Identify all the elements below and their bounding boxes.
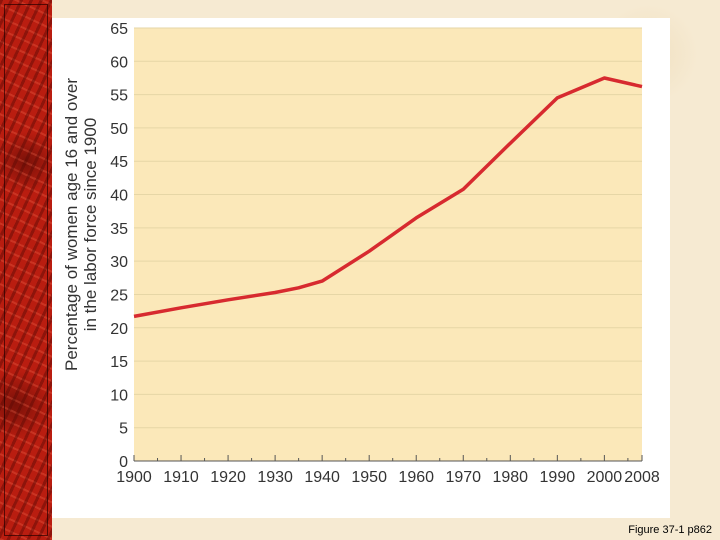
figure-caption: Figure 37-1 p862: [628, 524, 712, 536]
x-tick-label: 1900: [116, 469, 152, 486]
y-tick-label: 20: [110, 321, 128, 338]
y-tick-label: 55: [110, 88, 128, 105]
y-axis-label-line: in the labor force since 1900: [81, 118, 100, 332]
y-tick-label: 5: [119, 421, 128, 438]
x-tick-label: 1920: [210, 469, 246, 486]
chart-panel: 0 5 10 15 20 25 30 35 40 45 50 55 60 65 1900 1910 1920 1…: [52, 18, 670, 518]
gridlines: [134, 27, 642, 462]
x-tick-label: 1910: [163, 469, 199, 486]
y-tick-label: 40: [110, 188, 128, 205]
series-group: [133, 76, 643, 319]
x-tick-label: 1970: [445, 469, 481, 486]
y-tick-label: 15: [110, 354, 128, 371]
y-axis-label-line: Percentage of women age 16 and over: [62, 78, 81, 371]
y-tick-label: 0: [119, 454, 128, 471]
x-tick-label: 1930: [257, 469, 293, 486]
y-tick-label: 35: [110, 221, 128, 238]
y-tick-label: 30: [110, 254, 128, 271]
x-tick-label: 1980: [492, 469, 528, 486]
y-tick-label: 25: [110, 287, 128, 304]
x-tick-label: 1950: [351, 469, 387, 486]
y-tick-label: 65: [110, 21, 128, 38]
y-tick-label: 10: [110, 387, 128, 404]
y-tick-label: 60: [110, 54, 128, 71]
y-axis-ticks: 0 5 10 15 20 25 30 35 40 45 50 55 60 65: [110, 21, 128, 471]
x-tick-label: 1940: [304, 469, 340, 486]
x-tick-label: 2008: [624, 469, 660, 486]
y-tick-label: 45: [110, 154, 128, 171]
decorative-side-strip: [0, 0, 52, 540]
y-tick-label: 50: [110, 121, 128, 138]
x-axis-ticks: 1900 1910 1920 1930 1940 1950 1960 1970 1980 1990…: [116, 455, 660, 486]
x-tick-label: 1990: [540, 469, 576, 486]
y-axis-label: Percentage of women age 16 and over in th…: [62, 78, 100, 371]
x-tick-label: 1960: [398, 469, 434, 486]
series-line: [133, 76, 643, 319]
x-tick-label: 2000: [587, 469, 623, 486]
